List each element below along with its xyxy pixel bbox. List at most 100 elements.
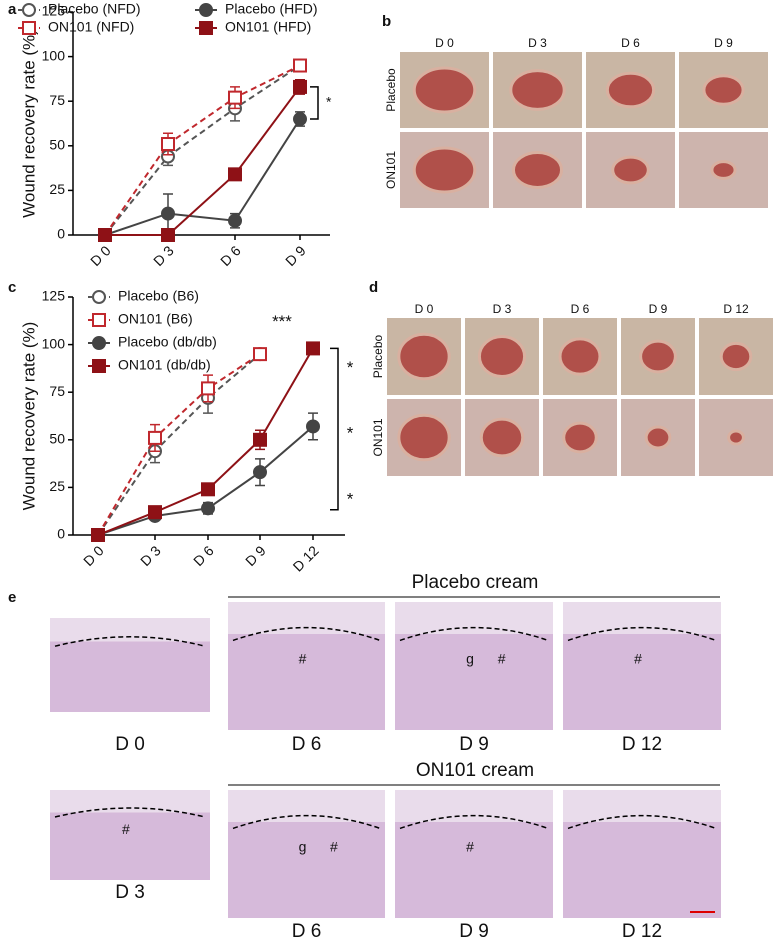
wound [639,339,677,374]
data-point [253,347,267,362]
panel-label: a [8,1,17,18]
panel-label: c [8,279,16,296]
wound [644,425,672,450]
x-tick-label: D 0 [80,542,107,569]
image-mark: # [466,838,474,854]
image-mark: g [466,650,474,666]
image-caption: D 6 [292,734,322,755]
legend-marker [199,3,213,17]
x-tick-label: D 9 [242,542,269,569]
wound [511,151,564,189]
x-tick-label: D 3 [137,542,164,569]
legend-marker [92,359,106,373]
data-point [228,90,242,105]
panel-label: b [382,13,391,30]
legend-marker [92,290,106,304]
y-tick-label: 125 [42,3,66,19]
column-label: D 6 [621,36,640,50]
epidermis-outline [54,636,206,647]
x-tick-label: D 9 [282,242,309,269]
image-caption: D 9 [459,921,489,941]
significance-label: * [347,424,354,443]
legend-label: Placebo (HFD) [225,1,318,17]
data-point [306,419,320,434]
column-label: D 12 [723,302,749,316]
x-tick-label: D 6 [190,542,217,569]
wound [710,160,737,180]
data-point [293,58,307,73]
group-title: ON101 cream [416,760,534,781]
significance-label: * [347,358,354,377]
wound [397,413,451,462]
legend-marker [199,21,213,35]
data-point [306,341,320,356]
wound [479,417,525,458]
data-point [201,482,215,497]
legend-label: ON101 (HFD) [225,19,311,35]
image-mark: # [498,650,506,666]
data-point [293,79,307,94]
series-line [104,118,301,236]
column-label: D 6 [571,302,590,316]
tissue [395,822,553,918]
data-point [253,432,267,447]
y-tick-label: 25 [49,181,65,197]
epidermis-outline [232,814,381,830]
epidermis-outline [232,626,381,642]
wound [558,337,602,376]
y-tick-label: 100 [42,335,66,351]
tissue [50,812,210,880]
series-line [97,353,261,536]
wound [412,146,477,194]
epidermis-outline [54,807,206,818]
data-point [253,465,267,480]
data-point [91,528,105,542]
data-point [148,505,162,520]
column-label: D 0 [415,302,434,316]
y-tick-label: 0 [57,526,65,542]
column-label: D 9 [714,36,733,50]
legend-label: Placebo (db/db) [118,334,217,350]
wound [727,429,745,446]
significance-label: * [347,489,354,508]
legend-label: Placebo (NFD) [48,1,141,17]
series-line [104,64,301,236]
column-label: D 3 [493,302,512,316]
tissue [395,634,553,730]
image-caption: D 3 [115,882,145,903]
row-label: Placebo [371,334,385,378]
legend-marker [92,336,106,350]
image-caption: D 12 [622,734,662,755]
wound [477,335,527,378]
epidermis-outline [567,814,717,830]
y-tick-label: 75 [49,92,65,108]
series-line [97,353,261,536]
y-axis-label: Wound recovery rate (%) [19,322,38,511]
legend-label: ON101 (B6) [118,311,193,327]
image-mark: # [634,650,642,666]
epidermis-outline [399,626,549,642]
image-caption: D 6 [292,921,322,941]
significance-label: *** [272,312,292,331]
significance-bracket [310,86,319,120]
data-point [293,112,307,127]
y-tick-label: 50 [49,137,65,153]
data-point [228,213,242,228]
group-title: Placebo cream [412,572,539,593]
y-tick-label: 0 [57,226,65,242]
epidermis-outline [399,814,549,830]
image-caption: D 9 [459,734,489,755]
data-point [201,381,215,396]
image-mark: # [122,821,130,837]
image-mark: g [299,838,307,854]
wound [397,332,451,381]
x-tick-label: D 12 [290,542,322,574]
panel-label: e [8,589,16,606]
y-tick-label: 75 [49,383,65,399]
x-tick-label: D 6 [217,242,244,269]
row-label: ON101 [371,418,385,456]
image-mark: # [330,838,338,854]
tissue [563,822,721,918]
series-line [104,64,301,236]
wound [509,69,566,111]
